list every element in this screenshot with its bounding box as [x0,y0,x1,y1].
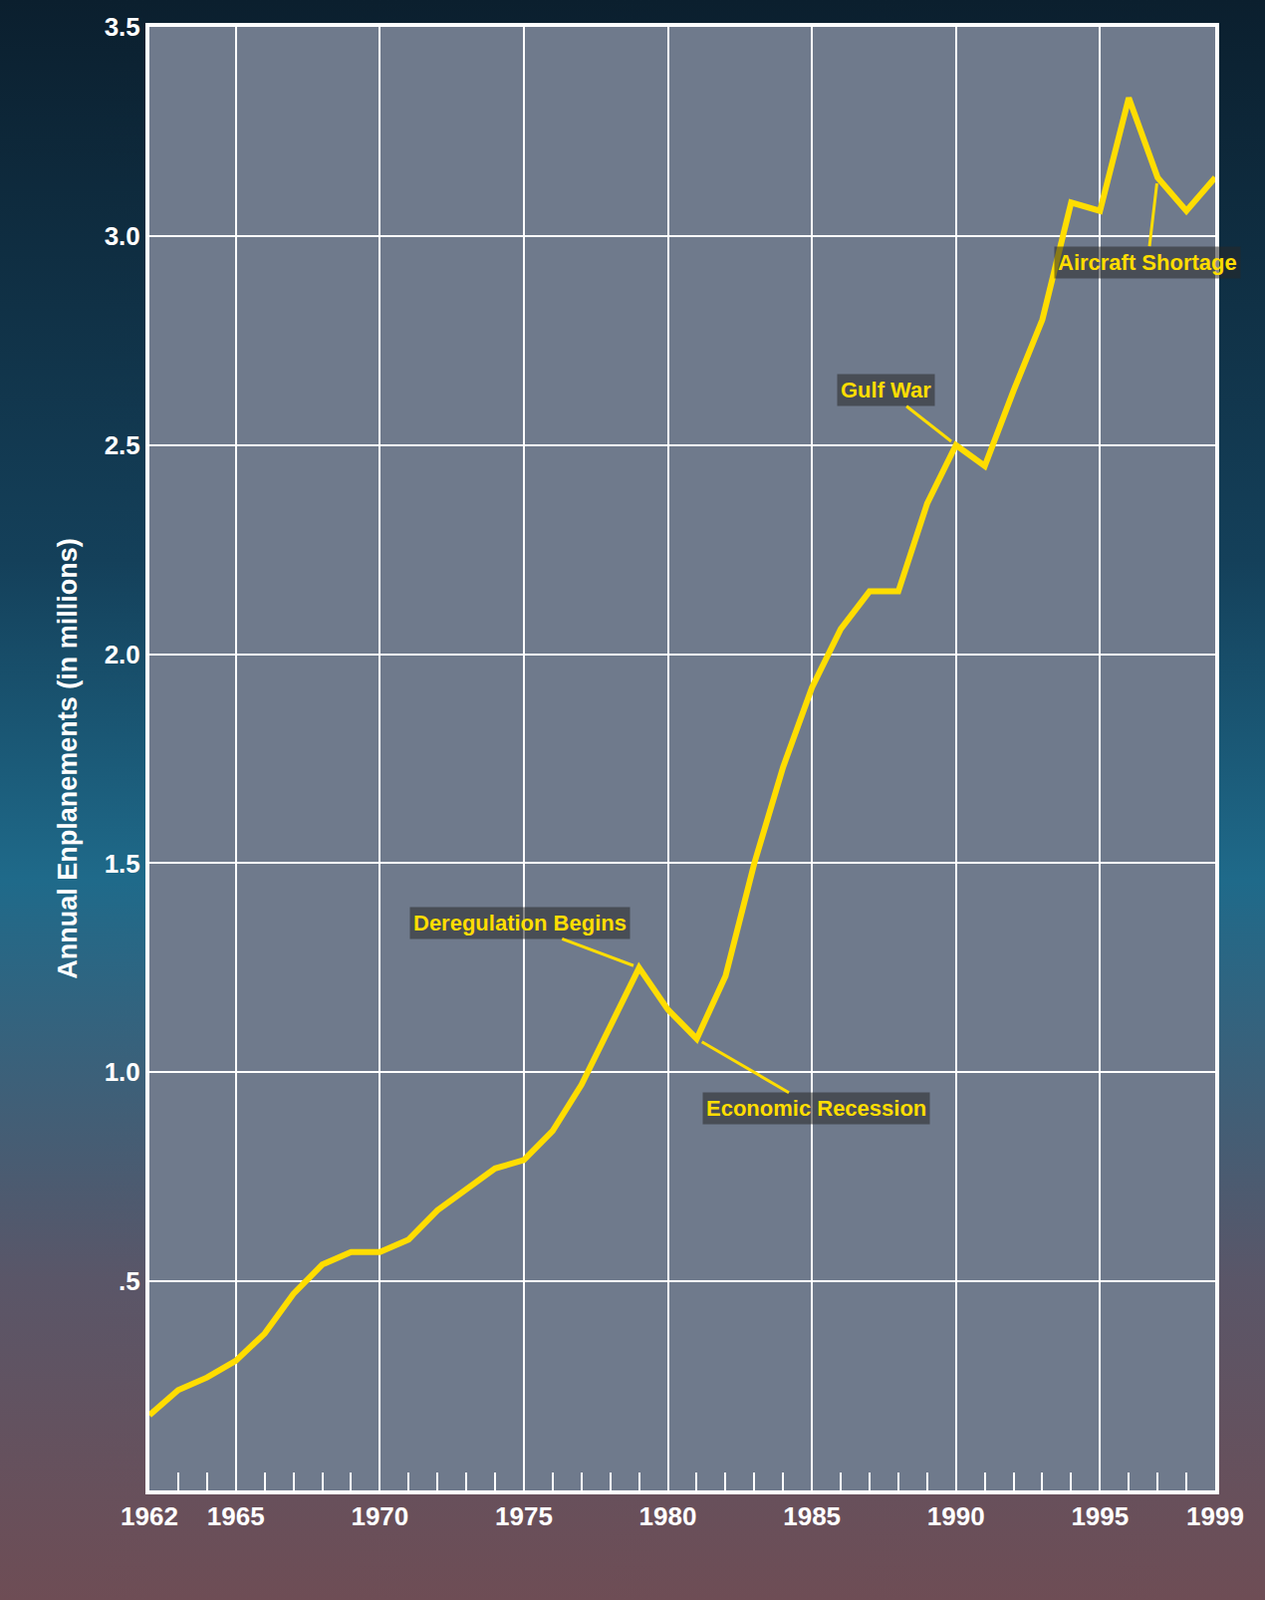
svg-text:3.5: 3.5 [104,11,141,42]
svg-text:1965: 1965 [207,1501,265,1531]
svg-text:1995: 1995 [1070,1501,1129,1531]
svg-text:Annual Enplanements (in millio: Annual Enplanements (in millions) [52,537,83,980]
svg-text:1.0: 1.0 [104,1056,141,1087]
svg-text:1980: 1980 [639,1501,698,1531]
svg-text:Deregulation Begins: Deregulation Begins [413,910,627,936]
svg-text:2.0: 2.0 [104,639,141,670]
svg-text:1.5: 1.5 [104,848,141,879]
svg-text:1970: 1970 [350,1501,409,1531]
svg-text:1975: 1975 [495,1501,553,1531]
svg-text:3.0: 3.0 [104,221,141,252]
svg-text:1962: 1962 [120,1501,179,1531]
svg-text:Economic Recession: Economic Recession [706,1095,927,1121]
svg-text:1990: 1990 [927,1501,986,1531]
svg-text:.5: .5 [118,1265,141,1296]
svg-text:1999: 1999 [1186,1501,1245,1531]
svg-text:1985: 1985 [782,1501,841,1531]
svg-text:Aircraft Shortage: Aircraft Shortage [1057,250,1238,275]
svg-text:2.5: 2.5 [104,430,141,461]
svg-text:Gulf War: Gulf War [840,377,932,403]
